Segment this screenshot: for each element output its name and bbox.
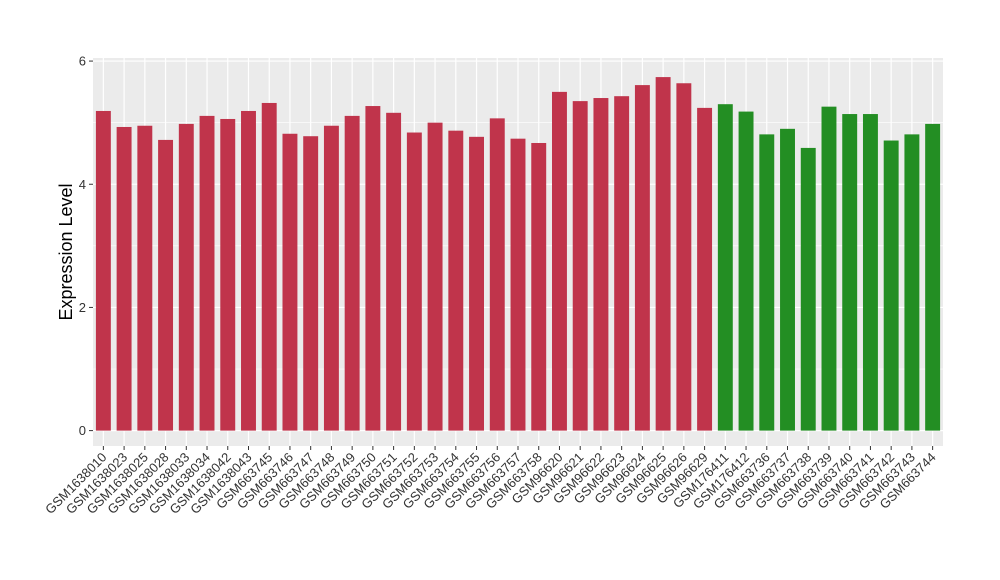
x-axis: GSM1638010GSM1638023GSM1638025GSM1638028… — [42, 446, 939, 517]
bars — [95, 77, 941, 431]
bar-GSM1638025 — [137, 125, 153, 431]
bar-GSM663742 — [883, 140, 899, 431]
bar-GSM1638034 — [199, 115, 215, 431]
bar-GSM663736 — [759, 134, 775, 431]
bar-GSM663753 — [427, 122, 443, 431]
bar-GSM96623 — [614, 96, 630, 431]
bar-GSM1638033 — [178, 123, 194, 431]
bar-GSM96621 — [572, 101, 588, 431]
bar-GSM176412 — [738, 111, 754, 431]
bar-GSM96625 — [655, 77, 671, 431]
bar-GSM96624 — [634, 85, 650, 431]
bar-GSM663749 — [344, 115, 360, 431]
y-axis: 0 2 4 6 — [79, 54, 93, 438]
bar-GSM96622 — [593, 98, 609, 431]
bar-GSM1638043 — [241, 110, 256, 431]
bar-GSM663744 — [925, 123, 941, 431]
y-tick-label: 2 — [79, 300, 86, 315]
bar-GSM663737 — [780, 128, 795, 431]
bar-GSM663748 — [323, 125, 339, 431]
bar-GSM176411 — [717, 104, 733, 431]
bar-GSM1638010 — [95, 110, 111, 431]
bar-GSM663752 — [406, 132, 422, 431]
bar-GSM1638023 — [116, 126, 132, 431]
bar-GSM1638028 — [158, 139, 174, 431]
bar-GSM663738 — [800, 147, 816, 431]
bar-GSM663754 — [448, 130, 464, 431]
y-tick-label: 0 — [79, 423, 86, 438]
y-tick-label: 6 — [79, 54, 86, 69]
bar-GSM663758 — [531, 142, 547, 431]
bar-GSM663739 — [821, 106, 837, 431]
bar-GSM663743 — [904, 134, 920, 431]
bar-GSM663756 — [489, 118, 505, 431]
bar-GSM96629 — [697, 107, 713, 431]
bar-GSM663746 — [282, 133, 298, 431]
bar-GSM1638042 — [220, 118, 236, 431]
bar-GSM663747 — [303, 136, 319, 431]
y-axis-label: Expression Level — [56, 183, 76, 320]
bar-GSM663745 — [261, 102, 277, 431]
bar-GSM663751 — [386, 112, 402, 431]
bar-GSM663757 — [510, 138, 526, 431]
bar-GSM96626 — [676, 83, 692, 431]
bar-GSM663741 — [862, 114, 878, 431]
y-tick-label: 4 — [79, 177, 86, 192]
bar-GSM663755 — [469, 136, 484, 431]
bar-GSM96620 — [552, 91, 567, 431]
bar-GSM663740 — [842, 114, 858, 431]
bar-GSM663750 — [365, 106, 381, 431]
